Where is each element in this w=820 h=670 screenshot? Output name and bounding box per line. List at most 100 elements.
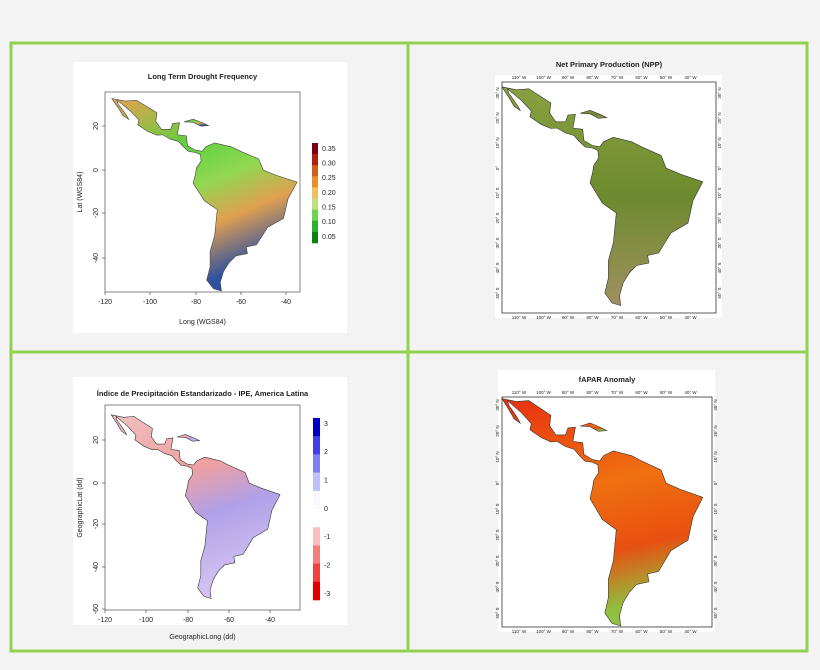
panel-title: fAPAR Anomaly — [579, 375, 637, 384]
land — [501, 86, 704, 306]
lat-label: 30° N — [495, 87, 500, 98]
y-tick-label: 20 — [93, 122, 100, 130]
lon-label: 90° W — [562, 75, 575, 80]
colorbar-label: 0.15 — [322, 205, 336, 212]
colorbar-label: 0.25 — [322, 175, 336, 182]
lon-label: 110° W — [512, 629, 527, 634]
map-frame — [501, 81, 717, 314]
x-tick-label: -100 — [139, 617, 153, 624]
panel-title: Índice de Precipitación Estandarizado - … — [97, 389, 309, 398]
lat-label: 40° S — [495, 262, 500, 273]
lat-label: 20° N — [717, 112, 722, 123]
lon-label: 70° W — [611, 629, 624, 634]
colorbar-label: -3 — [324, 591, 330, 598]
colorbar-cell — [313, 581, 320, 601]
lon-label: 100° W — [536, 390, 552, 395]
x-tick-label: -40 — [281, 299, 291, 306]
lon-label: 100° W — [536, 629, 552, 634]
land — [501, 398, 704, 627]
lat-label: 30° S — [713, 555, 718, 566]
x-axis-label: Long (WGS84) — [179, 319, 226, 326]
colorbar-cell — [312, 231, 318, 244]
lat-label: 10° S — [495, 187, 500, 198]
lat-label: 10° N — [717, 137, 722, 148]
lon-label: 60° W — [635, 390, 648, 395]
lon-label: 80° W — [586, 75, 599, 80]
colorbar-label: 2 — [324, 449, 328, 456]
lon-label: 60° W — [635, 629, 648, 634]
panel-title: Long Term Drought Frequency — [148, 72, 258, 81]
lon-label: 80° W — [586, 390, 599, 395]
colorbar-label: 0.05 — [322, 234, 336, 241]
lat-label: 40° S — [717, 262, 722, 273]
lon-label: 40° W — [684, 75, 697, 80]
lat-label: 10° N — [495, 137, 500, 148]
land — [580, 422, 608, 432]
x-tick-label: -120 — [98, 299, 112, 306]
lon-label: 90° W — [562, 629, 575, 634]
lat-label: 10° S — [717, 187, 722, 198]
y-tick-label: 0 — [93, 481, 100, 485]
land — [184, 118, 210, 127]
lat-label: 30° S — [495, 555, 500, 566]
y-axis-label: GeographicLat (dd) — [77, 477, 84, 537]
lat-label: 0° — [717, 166, 722, 171]
lat-label: 30° N — [495, 399, 500, 410]
lon-label: 40° W — [684, 315, 697, 320]
lat-label: 30° N — [717, 87, 722, 98]
lon-label: 50° W — [660, 315, 673, 320]
colorbar-cell — [312, 198, 318, 210]
lon-label: 50° W — [660, 390, 673, 395]
y-axis-label: Lat (WGS84) — [77, 172, 84, 213]
lon-label: 50° W — [660, 75, 673, 80]
y-tick-label: -40 — [93, 562, 100, 572]
lat-label: 20° N — [495, 112, 500, 123]
lat-label: 30° S — [495, 237, 500, 248]
colorbar-cell — [313, 472, 320, 492]
colorbar-cell — [312, 176, 318, 188]
lat-label: 0° — [495, 481, 500, 486]
colorbar-label: 0.30 — [322, 161, 336, 168]
colorbar-label: 0 — [324, 506, 328, 513]
colorbar-cell — [312, 143, 318, 155]
colorbar-cell — [313, 527, 320, 546]
colorbar-cell — [313, 563, 320, 583]
colorbar-cell — [313, 490, 320, 510]
x-axis-label: GeographicLong (dd) — [169, 634, 235, 641]
y-tick-label: 0 — [93, 168, 100, 172]
lon-label: 90° W — [562, 315, 575, 320]
lat-label: 10° N — [495, 451, 500, 462]
colorbar-label: 3 — [324, 421, 328, 428]
map-frame — [501, 396, 713, 628]
lon-label: 70° W — [611, 75, 624, 80]
colorbar-label: -1 — [324, 534, 330, 541]
lon-label: 60° W — [635, 315, 648, 320]
lon-label: 60° W — [635, 75, 648, 80]
colorbar-cell — [312, 220, 318, 233]
lat-label: 0° — [495, 166, 500, 171]
lon-label: 50° W — [660, 629, 673, 634]
colorbar-label: 1 — [324, 478, 328, 485]
lat-label: 50° S — [717, 287, 722, 298]
lon-label: 80° W — [586, 315, 599, 320]
plot-frame — [104, 404, 301, 611]
lon-label: 40° W — [684, 629, 697, 634]
y-tick-label: -60 — [93, 604, 100, 614]
lat-label: 40° S — [713, 581, 718, 592]
lon-label: 100° W — [536, 75, 552, 80]
colorbar-cell — [312, 209, 318, 222]
lat-label: 20° S — [717, 212, 722, 223]
x-tick-label: -80 — [183, 617, 193, 624]
colorbar-label: -2 — [324, 563, 330, 570]
lon-label: 70° W — [611, 315, 624, 320]
y-tick-label: -20 — [93, 208, 100, 218]
lat-label: 50° S — [495, 607, 500, 618]
lon-label: 90° W — [562, 390, 575, 395]
y-tick-label: -40 — [93, 253, 100, 263]
y-tick-label: -20 — [93, 519, 100, 529]
colorbar-cell — [312, 154, 318, 166]
lon-label: 110° W — [512, 390, 527, 395]
x-tick-label: -100 — [143, 299, 157, 306]
lat-label: 30° N — [713, 399, 718, 410]
